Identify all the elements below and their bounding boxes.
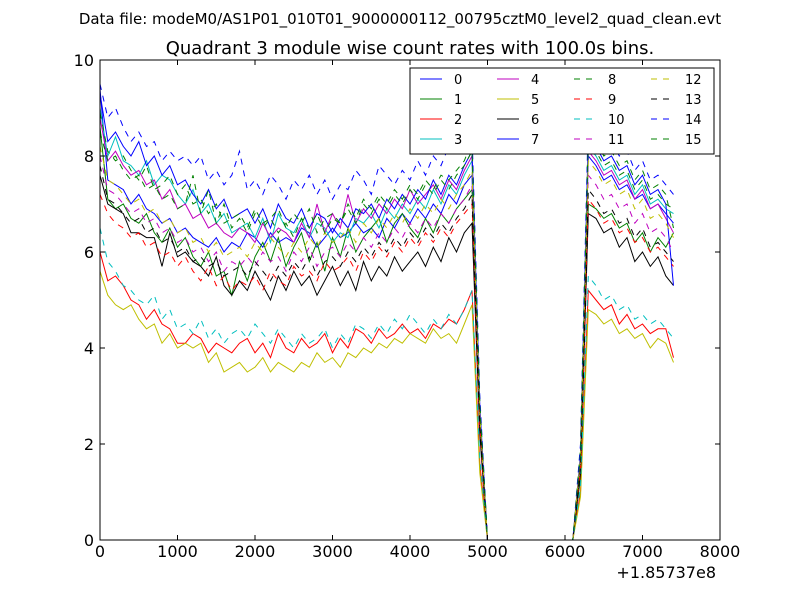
series-line-10 bbox=[99, 227, 674, 541]
legend-label-3: 3 bbox=[454, 133, 462, 148]
x-tick-label: 5000 bbox=[467, 542, 508, 561]
x-tick-label: 2000 bbox=[235, 542, 276, 561]
series-line-13 bbox=[99, 165, 674, 541]
legend-label-5: 5 bbox=[531, 93, 539, 108]
series-line-14 bbox=[99, 83, 674, 541]
y-tick-label: 2 bbox=[84, 435, 94, 454]
legend-label-7: 7 bbox=[531, 133, 539, 148]
legend-label-12: 12 bbox=[685, 73, 702, 88]
series-line-15 bbox=[99, 131, 674, 541]
legend-label-1: 1 bbox=[454, 93, 462, 108]
legend-label-14: 14 bbox=[685, 113, 702, 128]
legend-label-4: 4 bbox=[531, 73, 539, 88]
y-tick-label: 8 bbox=[84, 147, 94, 166]
x-tick-label: 7000 bbox=[622, 542, 663, 561]
legend-label-0: 0 bbox=[454, 73, 462, 88]
series-line-11 bbox=[99, 155, 674, 541]
legend-label-6: 6 bbox=[531, 113, 539, 128]
series-line-2 bbox=[99, 251, 674, 541]
y-tick-label: 10 bbox=[74, 51, 94, 70]
x-tick-label: 8000 bbox=[700, 542, 741, 561]
legend-label-8: 8 bbox=[608, 73, 616, 88]
legend-label-2: 2 bbox=[454, 113, 462, 128]
x-offset-label: +1.85737e8 bbox=[616, 563, 716, 582]
y-tick-label: 6 bbox=[84, 243, 94, 262]
x-tick-label: 6000 bbox=[545, 542, 586, 561]
legend-label-10: 10 bbox=[608, 113, 625, 128]
series-line-12 bbox=[99, 146, 674, 541]
legend-box bbox=[409, 67, 715, 155]
legend-label-9: 9 bbox=[608, 93, 616, 108]
chart-suptitle: Data file: modeM0/AS1P01_010T01_90000001… bbox=[79, 10, 721, 29]
y-tick-label: 0 bbox=[84, 531, 94, 550]
series-layer bbox=[99, 83, 674, 541]
legend-label-15: 15 bbox=[685, 133, 702, 148]
y-tick-label: 4 bbox=[84, 339, 94, 358]
series-line-9 bbox=[99, 194, 674, 541]
series-line-5 bbox=[99, 271, 674, 541]
chart-title: Quadrant 3 module wise count rates with … bbox=[166, 38, 655, 59]
x-tick-label: 3000 bbox=[312, 542, 353, 561]
x-tick-label: 4000 bbox=[390, 542, 431, 561]
legend-label-11: 11 bbox=[608, 133, 625, 148]
x-tick-label: 1000 bbox=[157, 542, 198, 561]
legend-label-13: 13 bbox=[685, 93, 702, 108]
x-tick-label: 0 bbox=[95, 542, 105, 561]
